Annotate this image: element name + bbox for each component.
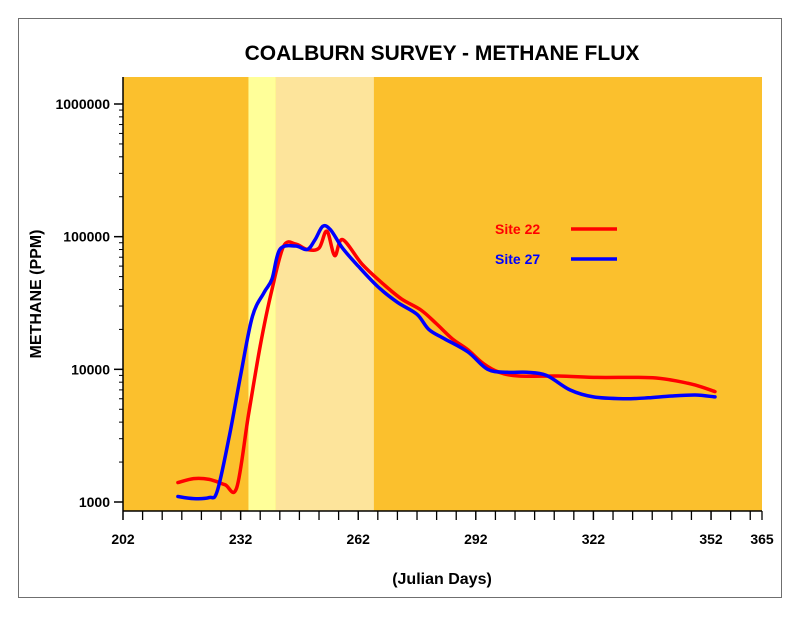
legend-label: Site 27	[495, 251, 540, 267]
plot-background	[123, 77, 762, 511]
shaded-band-2	[275, 77, 374, 511]
series-lines	[176, 223, 717, 501]
x-tick-label: 262	[347, 531, 371, 547]
y-tick-label: 1000000	[55, 96, 110, 112]
y-axis-label: METHANE (PPM)	[28, 230, 45, 359]
x-tick-label: 352	[699, 531, 723, 547]
legend: Site 22 Site 27	[495, 221, 617, 267]
chart-frame: COALBURN SURVEY - METHANE FLUX 202 232 262…	[18, 18, 782, 598]
legend-label: Site 22	[495, 221, 540, 237]
chart: COALBURN SURVEY - METHANE FLUX 202 232 262…	[28, 42, 774, 588]
shaded-bands	[248, 77, 374, 511]
y-axis-ticks: 1000 10000 100000 1000000	[55, 96, 123, 510]
y-tick-label: 10000	[71, 361, 110, 377]
x-axis-ticks: 202 232 262 292 322 352 365	[111, 511, 774, 547]
chart-title: COALBURN SURVEY - METHANE FLUX	[245, 42, 640, 65]
x-tick-label: 292	[464, 531, 488, 547]
x-tick-label: 232	[229, 531, 253, 547]
x-tick-label: 322	[582, 531, 606, 547]
series-line-site-27	[176, 223, 717, 501]
x-tick-label: 202	[111, 531, 135, 547]
y-tick-label: 1000	[79, 494, 110, 510]
x-axis-label: (Julian Days)	[392, 571, 492, 588]
y-tick-label: 100000	[63, 229, 110, 245]
series-line-site-22	[176, 229, 717, 495]
x-tick-label: 365	[750, 531, 774, 547]
